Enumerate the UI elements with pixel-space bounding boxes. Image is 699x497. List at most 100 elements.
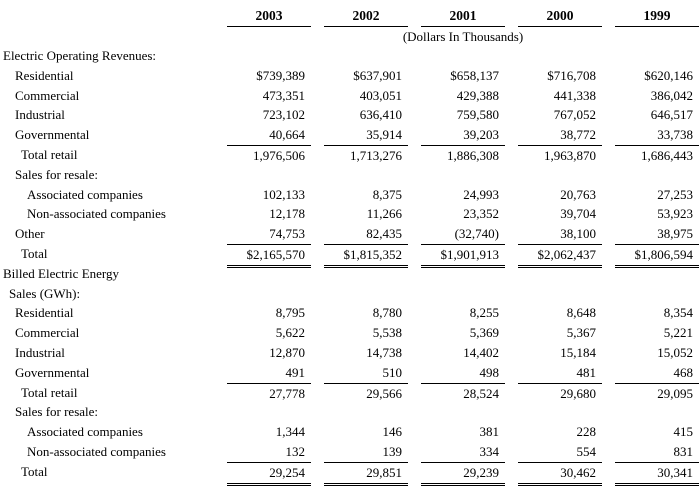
value-cell: 1,886,308 [421,144,505,166]
value-cell: 39,203 [463,127,499,143]
value-cell: 5,622 [275,325,305,341]
table-row: Total retail 1,976,506 1,713,276 1,886,308 1… [0,144,699,166]
row-label: Associated companies [27,424,143,440]
value-cell: 28,524 [421,382,505,404]
value-cell: 27,778 [227,382,311,404]
value-cell: 468 [673,364,694,380]
value-cell: 759,580 [456,107,499,123]
table-row: Governmental 491 510 498 481 468 [0,363,699,383]
table-row: Associated companies 1,344 146 381 228 415 [0,422,699,442]
value-cell: 5,367 [566,325,596,341]
value-cell: 1,976,506 [227,144,311,166]
units-note: (Dollars In Thousands) [402,29,524,44]
section-label-row: Sales for resale: [0,402,699,422]
value-cell: 39,704 [560,206,596,222]
value-cell: $1,901,913 [421,243,505,268]
value-cell: 29,239 [421,461,505,486]
value-cell: 5,369 [469,325,499,341]
row-label: Total [21,463,48,479]
value-cell: 8,354 [663,305,693,321]
row-label: Other [15,226,45,242]
row-label: Sales for resale: [15,166,99,182]
financial-statement-table: 2003 2002 2001 2000 1999 (Dollars In Tho… [0,3,699,486]
value-cell: 27,253 [657,186,693,202]
year-header-2000: 2000 [518,8,602,27]
value-cell: 1,713,276 [324,144,408,166]
row-label: Electric Operating Revenues: [3,48,157,63]
value-cell: 38,975 [657,226,693,242]
value-cell: 636,410 [359,107,402,123]
value-cell: 5,538 [372,325,402,341]
value-cell: $1,806,594 [615,243,699,268]
value-cell: 429,388 [456,87,499,103]
value-cell: 415 [673,424,694,440]
value-cell: 139 [382,443,403,459]
value-cell: 12,178 [269,206,305,222]
table-row: Other 74,753 82,435 (32,740) 38,100 38,975 [0,224,699,244]
value-cell: 8,795 [275,305,305,321]
value-cell: 723,102 [262,107,305,123]
row-label: Commercial [15,87,80,103]
table-row: Total retail 27,778 29,566 28,524 29,680 29,0… [0,382,699,404]
value-cell: $716,708 [547,67,596,83]
value-cell: 40,664 [269,127,305,143]
units-note-row: (Dollars In Thousands) [0,27,699,46]
table-row: Associated companies 102,133 8,375 24,993 20… [0,185,699,205]
row-label: Total retail [21,384,78,400]
value-cell: 1,344 [275,424,305,440]
row-label: Sales (GWh): [9,285,81,301]
value-cell: 74,753 [269,226,305,242]
value-cell: 29,095 [615,382,699,404]
value-cell: 473,351 [262,87,305,103]
section-label-row: Electric Operating Revenues: [0,46,699,66]
value-cell: 334 [479,443,500,459]
row-label: Non-associated companies [27,206,166,222]
value-cell: 20,763 [560,186,596,202]
year-header-row: 2003 2002 2001 2000 1999 [0,3,699,27]
row-label: Billed Electric Energy [3,265,119,281]
row-label: Residential [15,305,74,321]
row-label: Industrial [15,107,65,123]
table-row: Industrial 723,102 636,410 759,580 767,052 64… [0,105,699,125]
value-cell: 381 [479,424,500,440]
value-cell: 441,338 [553,87,596,103]
table-row: Industrial 12,870 14,738 14,402 15,184 15,052 [0,343,699,363]
value-cell: 5,221 [663,325,693,341]
value-cell: 554 [576,443,597,459]
value-cell: 8,255 [469,305,499,321]
value-cell: $658,137 [450,67,499,83]
row-label: Sales for resale: [15,404,99,420]
value-cell: 646,517 [650,107,693,123]
value-cell: 491 [285,364,306,380]
value-cell: (32,740) [454,226,499,242]
section-label-row: Sales for resale: [0,165,699,185]
value-cell: 102,133 [262,186,305,202]
row-label: Total [21,245,48,261]
value-cell: 15,184 [560,344,596,360]
row-label: Residential [15,67,74,83]
row-label: Associated companies [27,186,143,202]
row-label: Commercial [15,325,80,341]
value-cell: $2,165,570 [227,243,311,268]
section-label-row: Billed Electric Energy [0,264,699,284]
value-cell: 82,435 [366,226,402,242]
value-cell: 38,100 [560,226,596,242]
value-cell: 29,851 [324,461,408,486]
value-cell: 1,686,443 [615,144,699,166]
value-cell: 24,993 [463,186,499,202]
year-header-2002: 2002 [324,8,408,27]
value-cell: 14,402 [463,344,499,360]
value-cell: 8,648 [566,305,596,321]
table-row: Governmental 40,664 35,914 39,203 38,772 33,7… [0,125,699,145]
value-cell: 403,051 [359,87,402,103]
value-cell: 29,566 [324,382,408,404]
value-cell: 33,738 [657,127,693,143]
value-cell: 15,052 [657,344,693,360]
table-row: Commercial 5,622 5,538 5,369 5,367 5,221 [0,323,699,343]
table-row: Residential $739,389 $637,901 $658,137 $716,… [0,66,699,86]
value-cell: 767,052 [553,107,596,123]
table-row: Total 29,254 29,851 29,239 30,462 30,341 [0,461,699,486]
value-cell: 146 [382,424,403,440]
row-label: Non-associated companies [27,443,166,459]
value-cell: 11,266 [366,206,402,222]
